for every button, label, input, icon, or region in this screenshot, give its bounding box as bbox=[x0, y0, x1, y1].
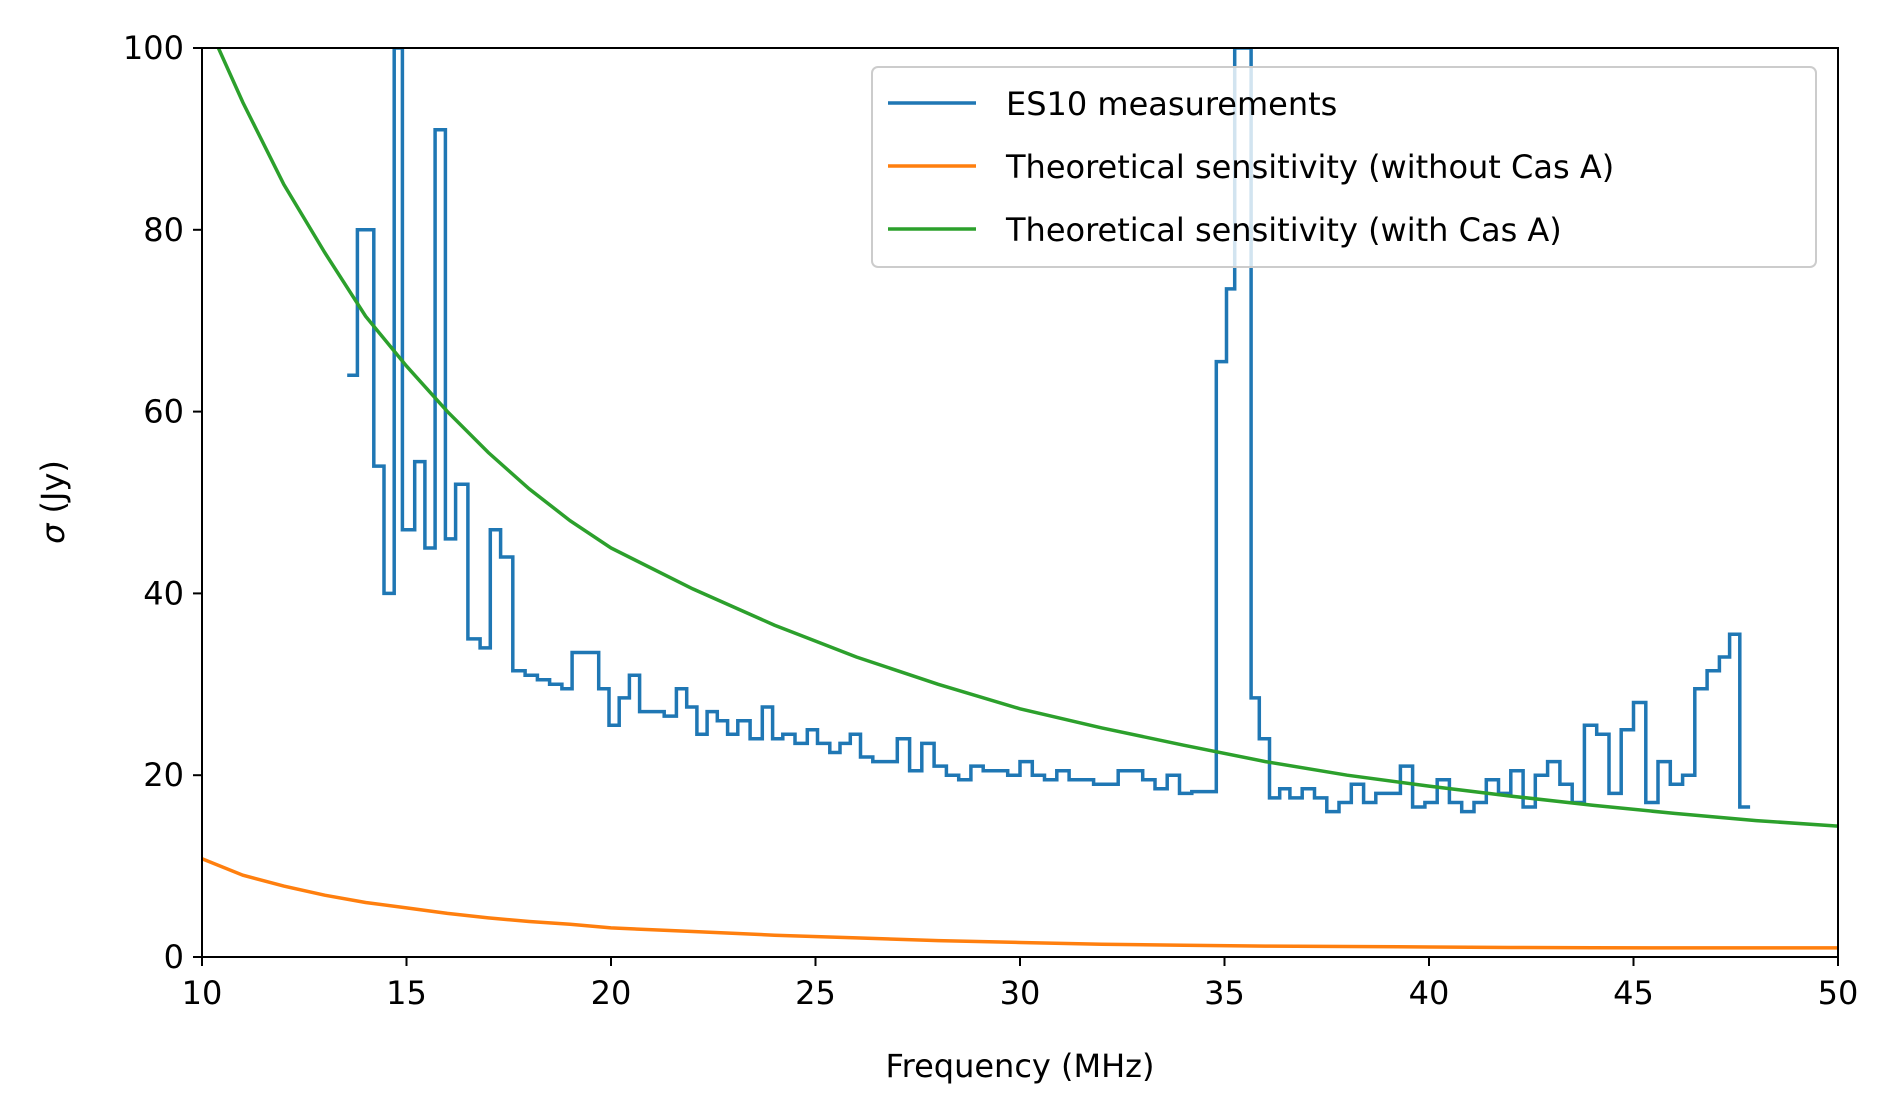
x-axis-label: Frequency (MHz) bbox=[886, 1047, 1155, 1085]
y-tick-label: 20 bbox=[143, 756, 184, 794]
legend-label-es10: ES10 measurements bbox=[1006, 85, 1337, 123]
y-axis-label: σ (Jy) bbox=[34, 460, 72, 544]
legend-label-with-cas-a: Theoretical sensitivity (with Cas A) bbox=[1005, 211, 1562, 249]
x-tick-label: 35 bbox=[1204, 974, 1245, 1012]
y-tick-label: 0 bbox=[164, 938, 184, 976]
legend: ES10 measurements Theoretical sensitivit… bbox=[871, 66, 1817, 268]
y-axis-label-symbol: σ bbox=[34, 522, 72, 544]
x-tick-label: 40 bbox=[1409, 974, 1450, 1012]
x-tick-label: 30 bbox=[1000, 974, 1041, 1012]
y-axis-label-unit: (Jy) bbox=[34, 460, 72, 524]
x-axis: 10 15 20 25 30 35 40 45 50 bbox=[182, 957, 1859, 1012]
series-line-0 bbox=[347, 48, 1751, 814]
x-tick-label: 15 bbox=[386, 974, 427, 1012]
x-tick-label: 20 bbox=[591, 974, 632, 1012]
series-line-1 bbox=[202, 857, 1838, 950]
y-tick-label: 60 bbox=[143, 393, 184, 431]
x-tick-label: 10 bbox=[182, 974, 223, 1012]
y-tick-label: 40 bbox=[143, 574, 184, 612]
series-line-2 bbox=[216, 48, 1838, 828]
legend-label-without-cas-a: Theoretical sensitivity (without Cas A) bbox=[1005, 148, 1614, 186]
x-tick-label: 45 bbox=[1613, 974, 1654, 1012]
x-tick-label: 25 bbox=[795, 974, 836, 1012]
y-axis: 0 20 40 60 80 100 bbox=[123, 29, 202, 976]
y-tick-label: 100 bbox=[123, 29, 184, 67]
series-layer bbox=[202, 48, 1838, 950]
legend-box bbox=[871, 66, 1817, 268]
x-tick-label: 50 bbox=[1818, 974, 1859, 1012]
y-tick-label: 80 bbox=[143, 211, 184, 249]
